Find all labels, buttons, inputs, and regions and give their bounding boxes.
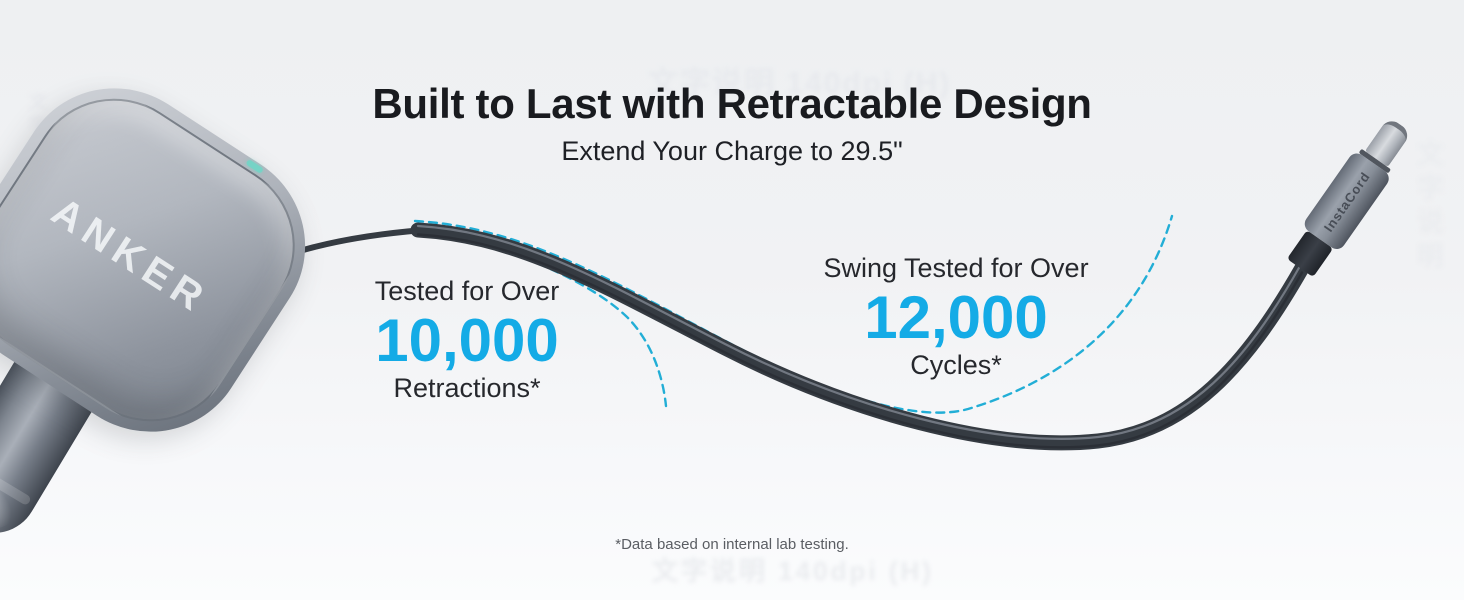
cable-thin-segment <box>275 226 433 261</box>
stat-retractions-label-top: Tested for Over <box>374 276 560 306</box>
anker-logo: ANKER <box>44 189 217 323</box>
page-title: Built to Last with Retractable Design <box>372 80 1092 127</box>
stat-retractions-label-bottom: Retractions* <box>393 373 541 404</box>
barrel-tip-highlight <box>0 468 23 539</box>
stat-cycles-value: 12,000 <box>864 284 1048 351</box>
stat-cycles-label-top: Swing Tested for Over <box>823 253 1089 283</box>
stat-retractions-value: 10,000 <box>375 307 559 374</box>
faint-watermark-bottom: 文字说明 140dpi (H) <box>652 556 934 586</box>
car-plug-barrel <box>0 283 141 550</box>
instacord-label: InstaCord <box>1320 168 1373 235</box>
barrel-ring-stripe <box>0 457 32 507</box>
footnote-disclaimer: *Data based on internal lab testing. <box>615 536 849 553</box>
stat-cycles-label-bottom: Cycles* <box>910 350 1002 381</box>
page-subtitle: Extend Your Charge to 29.5" <box>561 136 903 166</box>
stat-retractions: Tested for Over 10,000 Retractions* <box>307 276 627 404</box>
stat-swing-cycles: Swing Tested for Over 12,000 Cycles* <box>796 253 1116 381</box>
connector-strain-relief <box>1286 230 1334 278</box>
